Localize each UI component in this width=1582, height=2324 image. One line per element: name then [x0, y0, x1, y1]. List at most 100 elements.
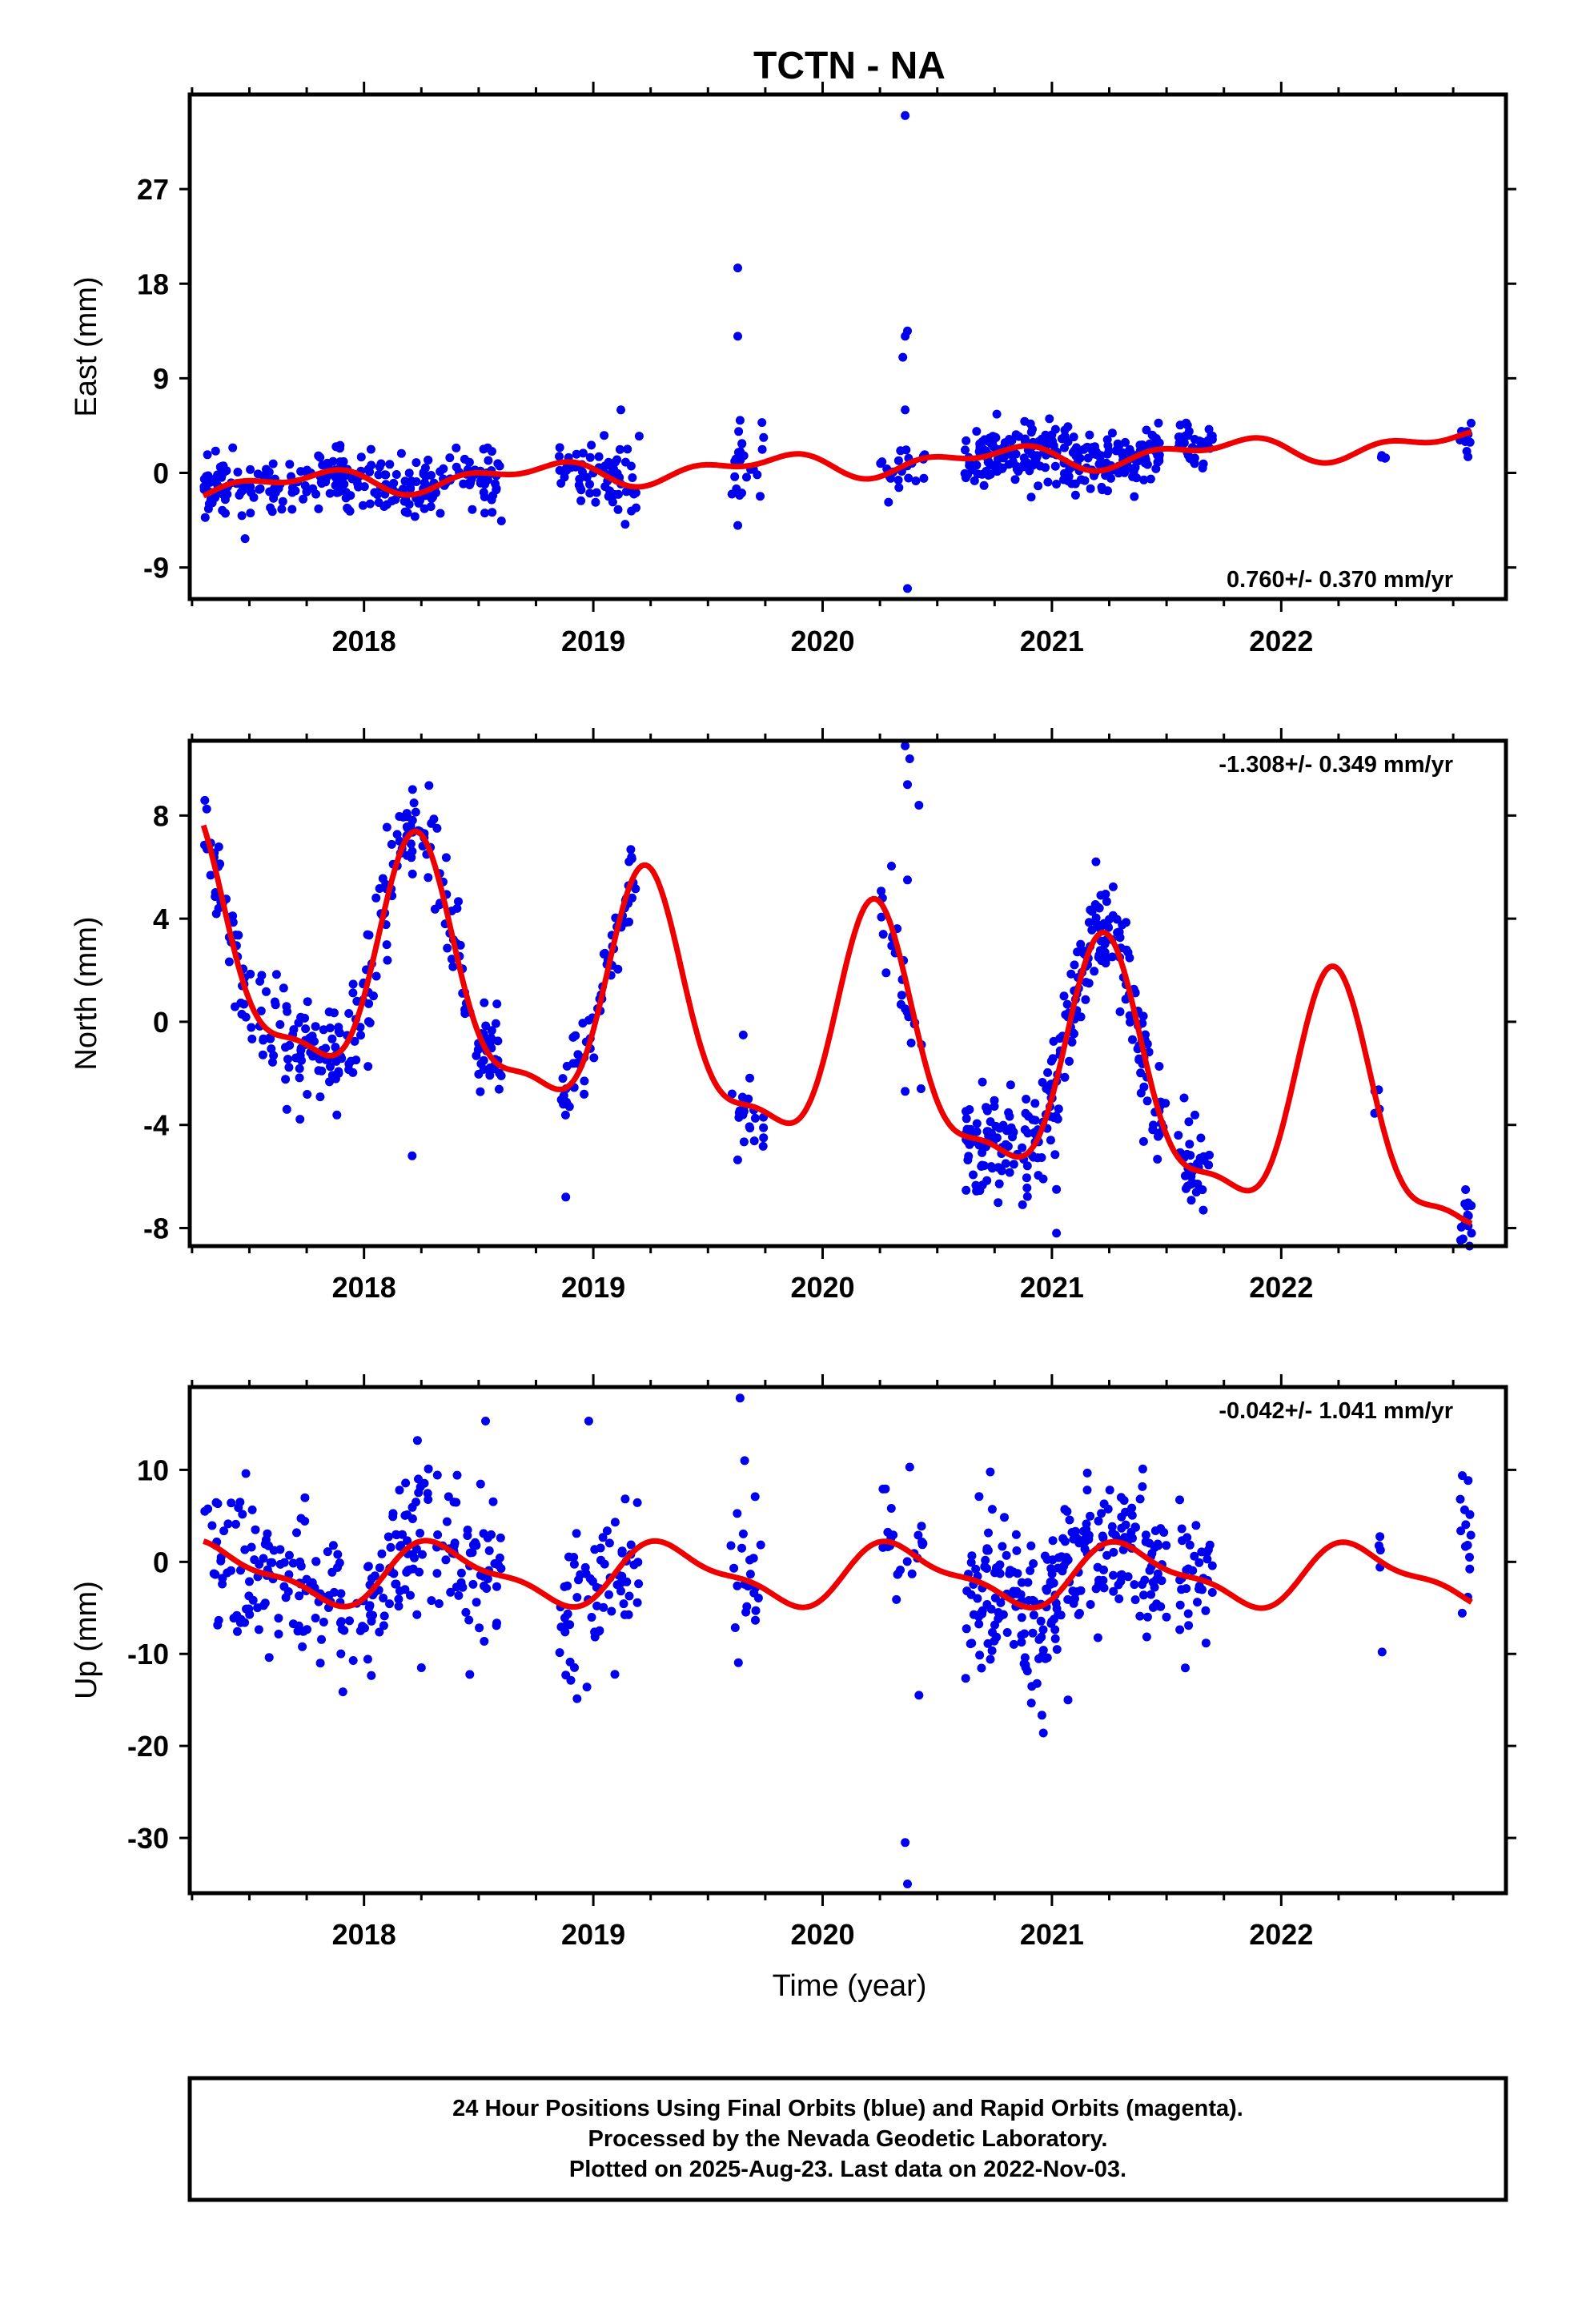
panel-north-point [295, 1073, 304, 1083]
panel-up-point [1185, 1540, 1195, 1550]
panel-up-point [990, 1568, 999, 1578]
panel-north-point [283, 1055, 292, 1064]
panel-east-point [211, 446, 220, 456]
panel-north-point [1153, 1155, 1162, 1164]
panel-north-point [1066, 969, 1076, 979]
panel-north-point [580, 1076, 589, 1086]
panel-up-point [1024, 1596, 1034, 1605]
panel-up-point [1034, 1654, 1043, 1663]
panel-north-point [329, 1008, 339, 1018]
panel-up-point [434, 1599, 444, 1608]
panel-north-point [1091, 857, 1101, 866]
panel-up-point [1464, 1476, 1473, 1486]
panel-north-point [978, 1180, 987, 1190]
panel-north-point [758, 1141, 768, 1151]
panel-east-point [302, 487, 311, 497]
panel-north-point [1061, 1010, 1070, 1019]
panel-up-point [401, 1478, 411, 1488]
panel-east-points [199, 111, 1476, 593]
panel-north-point [877, 887, 886, 896]
panel-north-point [1009, 1160, 1018, 1169]
panel-up-point [247, 1505, 257, 1514]
panel-up-point [412, 1436, 422, 1445]
panel-east-point [613, 505, 623, 514]
panel-up-point [610, 1670, 620, 1679]
panel-north-point [1030, 1116, 1040, 1125]
panel-up-point [327, 1567, 337, 1577]
panel-east-point [620, 457, 630, 467]
x-axis-label: Time (year) [773, 1969, 927, 2003]
panel-up-point [450, 1538, 460, 1548]
panel-east-point [894, 483, 904, 493]
panel-north-point [281, 1075, 291, 1084]
panel-east-point [341, 488, 351, 497]
panel-north-point [998, 1120, 1008, 1130]
panel-up-point [1148, 1602, 1158, 1612]
panel-up-point [385, 1599, 394, 1609]
panel-up-point [283, 1587, 293, 1596]
panel-north-point [734, 1108, 744, 1117]
panel-east-point [592, 488, 601, 497]
panel-east-point [1052, 480, 1061, 489]
panel-east-point [1060, 425, 1070, 435]
panel-east-point [1070, 479, 1080, 489]
panel-up-model-line [203, 1538, 1473, 1611]
panel-north-point [206, 870, 215, 880]
panel-up-point [1198, 1585, 1207, 1594]
panel-up-point [383, 1532, 393, 1542]
panel-north-point [295, 1063, 304, 1073]
panel-north-point [558, 1074, 568, 1084]
panel-up-point [555, 1648, 564, 1658]
panel-up-point [363, 1562, 373, 1571]
panel-north-point [759, 1123, 769, 1132]
panel-north-point [331, 1043, 340, 1052]
panel-east-point [1008, 457, 1018, 467]
panel-north-rate-label: -1.308+/- 0.349 mm/yr [1219, 752, 1453, 778]
panel-north-point [259, 1034, 268, 1043]
panel-up-point [1162, 1612, 1171, 1622]
panel-north-ytick-label: -4 [143, 1109, 169, 1142]
panel-east-point [591, 497, 600, 507]
panel-up-point [377, 1549, 387, 1558]
panel-north-point [1100, 947, 1110, 957]
panel-up-point [569, 1559, 579, 1569]
panel-east-ytick-label: 0 [153, 457, 169, 490]
panel-east-point [1381, 453, 1391, 463]
panel-up-point [967, 1638, 977, 1648]
panel-east-point [460, 454, 469, 464]
panel-north-point [382, 822, 391, 832]
panel-north-point [258, 1050, 267, 1059]
panel-up-point [1034, 1634, 1044, 1644]
panel-north-ytick-label: -8 [143, 1212, 169, 1244]
panel-north-point [448, 962, 458, 971]
panel-up-ylabel: Up (mm) [70, 1581, 103, 1699]
panel-east-point [410, 512, 420, 521]
panel-east-point [1151, 464, 1161, 473]
panel-east-point [1139, 475, 1149, 485]
panel-up-point [259, 1554, 268, 1563]
panel-north-point [485, 1071, 495, 1080]
panel-north-point [1180, 1171, 1190, 1180]
panel-north-outlier [561, 1192, 571, 1202]
panel-north-point [427, 818, 436, 828]
panel-up-point [218, 1579, 227, 1589]
panel-east-ytick-label: 9 [153, 362, 169, 395]
panel-up-point [572, 1529, 581, 1538]
panel-east-point [990, 460, 1000, 470]
panel-east-point [1142, 425, 1151, 435]
panel-up-point [264, 1653, 274, 1663]
panel-north-point [409, 798, 419, 808]
panel-up-point [1205, 1540, 1215, 1550]
panel-north-point [972, 1119, 982, 1128]
panel-up-point [391, 1530, 401, 1539]
panel-north-point [454, 897, 463, 907]
panel-north-point [214, 903, 223, 913]
panel-north-point [1022, 1192, 1032, 1201]
panel-east-point [328, 456, 338, 466]
panel-up-point [254, 1625, 263, 1634]
panel-north-point [295, 1051, 305, 1060]
panel-east-point [970, 476, 979, 485]
panel-east-point [488, 447, 496, 456]
panel-up-point [487, 1530, 496, 1539]
panel-north-point [1082, 978, 1090, 987]
